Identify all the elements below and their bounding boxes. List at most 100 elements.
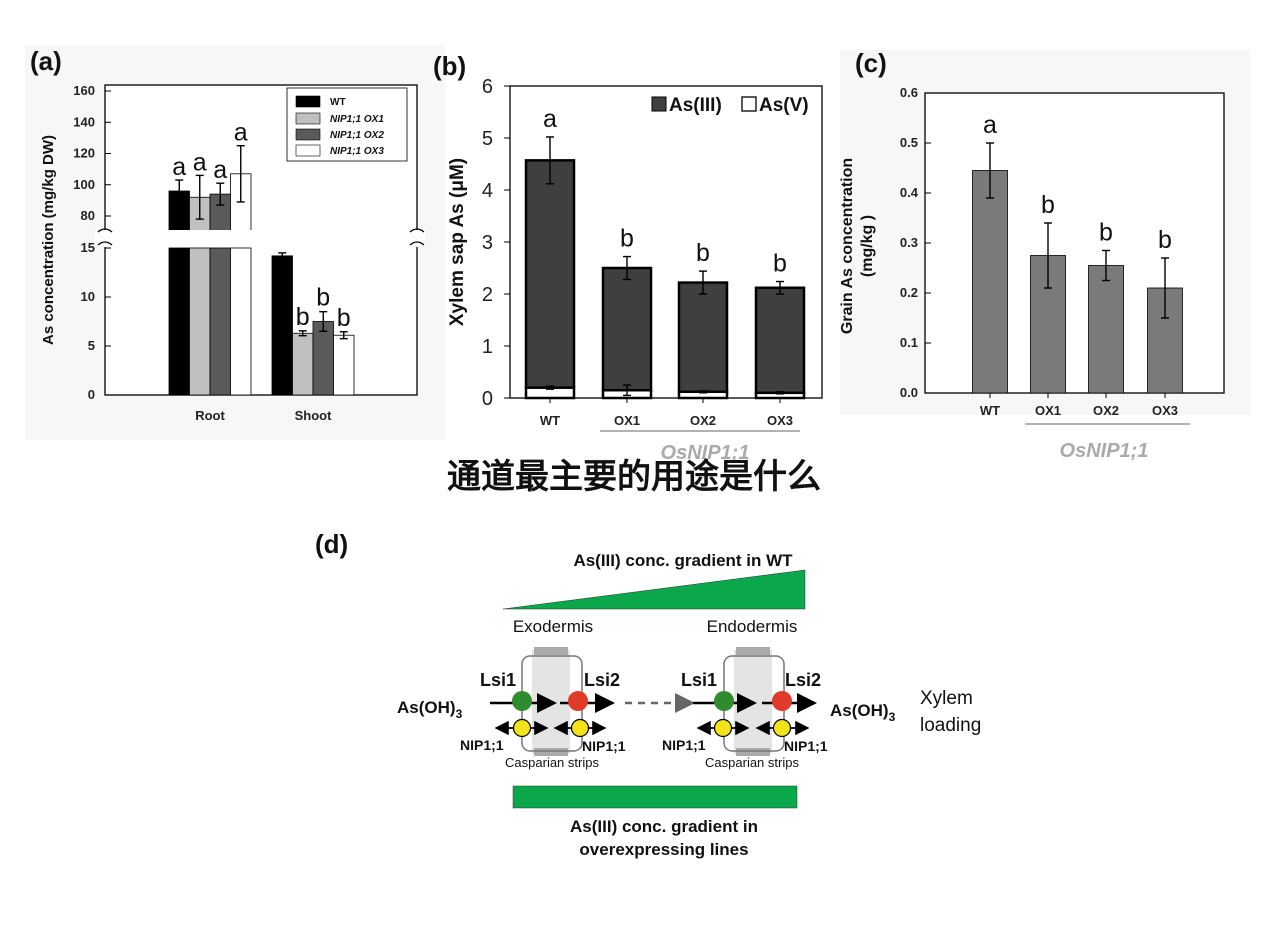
- wt-gradient-triangle: [502, 569, 806, 610]
- ytick-c-0.2: 0.2: [900, 285, 918, 300]
- top-gradient-label: As(III) conc. gradient in WT: [573, 551, 793, 570]
- bar-b-as3-ox2: [677, 281, 729, 394]
- panel-b-ylabel: Xylem sap As (μM): [447, 158, 468, 326]
- ytick-a-lower-5: 5: [88, 338, 95, 353]
- bar-a-shoot-0: [271, 255, 293, 396]
- lsi1-transporter-left: [512, 691, 532, 711]
- panel-c-ylabel-line1: Grain As concentration: [839, 158, 856, 334]
- legend-label-ox3: NIP1;1 OX3: [330, 146, 384, 157]
- ytick-c-0.6: 0.6: [900, 85, 918, 100]
- lsi2-transporter-right: [772, 691, 792, 711]
- figure-caption: 通道最主要的用途是什么: [447, 457, 821, 497]
- panel-c-label: (c): [855, 48, 887, 78]
- ytick-a-upper-120: 120: [73, 146, 95, 161]
- as-oh3-label-left: As(OH)3: [397, 698, 463, 721]
- panel-d-diagram: (d) As(III) conc. gradient in WT Exoderm…: [315, 529, 981, 859]
- legend-swatch-wt: [295, 95, 321, 108]
- legend-label-wt: WT: [330, 97, 346, 108]
- ytick-a-upper-160: 160: [73, 83, 95, 98]
- xtick-b-ox1: OX1: [614, 413, 640, 428]
- bottom-gradient-label-line2: overexpressing lines: [579, 840, 748, 859]
- panel-b-chart: a b b b WT OX1 OX2 OX3 0 1 2 3 4 5 6 Xylem sap As (μM…: [447, 76, 823, 464]
- letter-a-root-1: a: [193, 148, 207, 176]
- legend-swatch-as3: [651, 96, 667, 112]
- bar-a-root-0-lower: [168, 247, 190, 396]
- ytick-b-2: 2: [482, 284, 493, 306]
- bar-c-wt: [972, 170, 1008, 394]
- bottom-gradient-label-line1: As(III) conc. gradient in: [570, 817, 758, 836]
- bar-b-as3-ox3: [754, 286, 806, 395]
- bar-a-shoot-2: [312, 321, 334, 396]
- nip-label-2: NIP1;1: [582, 738, 626, 754]
- ytick-a-upper-140: 140: [73, 114, 95, 129]
- nip-transporter-2: [570, 718, 590, 738]
- bar-a-root-3-lower: [230, 247, 252, 396]
- letter-a-root-3: a: [234, 119, 248, 147]
- lsi2-transporter-left: [568, 691, 588, 711]
- nip-transporter-1: [512, 718, 532, 738]
- letter-a-shoot-3: b: [337, 304, 351, 332]
- xtick-c-wt: WT: [980, 403, 1000, 418]
- ytick-b-1: 1: [482, 336, 493, 358]
- xylem-label-line1: Xylem: [920, 688, 973, 709]
- letter-b-ox1: b: [620, 225, 634, 253]
- ytick-c-0.4: 0.4: [900, 185, 919, 200]
- lsi2-label-left: Lsi2: [584, 670, 620, 690]
- nip-label-4: NIP1;1: [784, 738, 828, 754]
- letter-a-shoot-1: b: [296, 303, 310, 331]
- panel-b-group-label: OsNIP1;1: [661, 442, 750, 464]
- casparian-top-left: [534, 647, 568, 655]
- ytick-c-0.0: 0.0: [900, 385, 918, 400]
- panel-d-label: (d): [315, 529, 348, 559]
- ytick-a-upper-80: 80: [81, 208, 95, 223]
- nip-label-3: NIP1;1: [662, 737, 706, 753]
- letter-a-root-0: a: [172, 153, 186, 181]
- legend-label-as3: As(III): [669, 95, 722, 116]
- letter-c-ox2: b: [1099, 219, 1113, 247]
- ytick-b-4: 4: [482, 180, 493, 202]
- nip-label-1: NIP1;1: [460, 737, 504, 753]
- ytick-b-3: 3: [482, 232, 493, 254]
- bar-a-shoot-3: [333, 334, 355, 396]
- ytick-a-upper-100: 100: [73, 177, 95, 192]
- lsi1-label-left: Lsi1: [480, 670, 516, 690]
- lsi1-label-right: Lsi1: [681, 670, 717, 690]
- letter-a-shoot-2: b: [316, 284, 330, 312]
- panel-c-group-label: OsNIP1;1: [1060, 440, 1149, 462]
- ytick-a-lower-15: 15: [81, 240, 95, 255]
- bar-b-as3-wt: [524, 159, 576, 389]
- axis-break-gap: [95, 230, 425, 247]
- ytick-c-0.3: 0.3: [900, 235, 918, 250]
- bar-a-root-1-lower: [189, 247, 211, 396]
- xtick-b-ox2: OX2: [690, 413, 716, 428]
- letter-c-wt: a: [983, 111, 997, 139]
- legend-swatch-ox1: [295, 112, 321, 125]
- letter-a-root-2: a: [213, 156, 227, 184]
- nip-transporter-3: [713, 718, 733, 738]
- casparian-bottom-left: [534, 748, 568, 756]
- xtick-c-ox1: OX1: [1035, 403, 1061, 418]
- panel-b-label: (b): [433, 51, 466, 81]
- overexpression-gradient-bar: [512, 785, 798, 809]
- axis-break-right: [409, 228, 425, 246]
- bar-a-root-2-lower: [209, 247, 231, 396]
- xtick-b-ox3: OX3: [767, 413, 793, 428]
- casparian-label-right: Casparian strips: [705, 755, 799, 770]
- bar-b-as3-ox1: [601, 266, 653, 392]
- panel-c-ylabel-line2: (mg/kg ): [859, 215, 876, 277]
- as-oh3-label-right: As(OH)3: [830, 701, 896, 724]
- legend-swatch-ox2: [295, 128, 321, 141]
- letter-b-ox2: b: [696, 239, 710, 267]
- bar-a-shoot-1: [292, 332, 314, 396]
- nip-transporter-4: [772, 718, 792, 738]
- ytick-b-5: 5: [482, 128, 493, 150]
- exodermis-label: Exodermis: [513, 617, 593, 636]
- casparian-bottom-right: [736, 748, 770, 756]
- xtick-c-ox2: OX2: [1093, 403, 1119, 418]
- legend-label-ox2: NIP1;1 OX2: [330, 130, 384, 141]
- endodermis-label: Endodermis: [707, 617, 798, 636]
- bar-c-ox2: [1088, 265, 1124, 394]
- letter-c-ox1: b: [1041, 191, 1055, 219]
- ytick-a-lower-10: 10: [81, 289, 95, 304]
- xtick-shoot: Shoot: [295, 408, 332, 423]
